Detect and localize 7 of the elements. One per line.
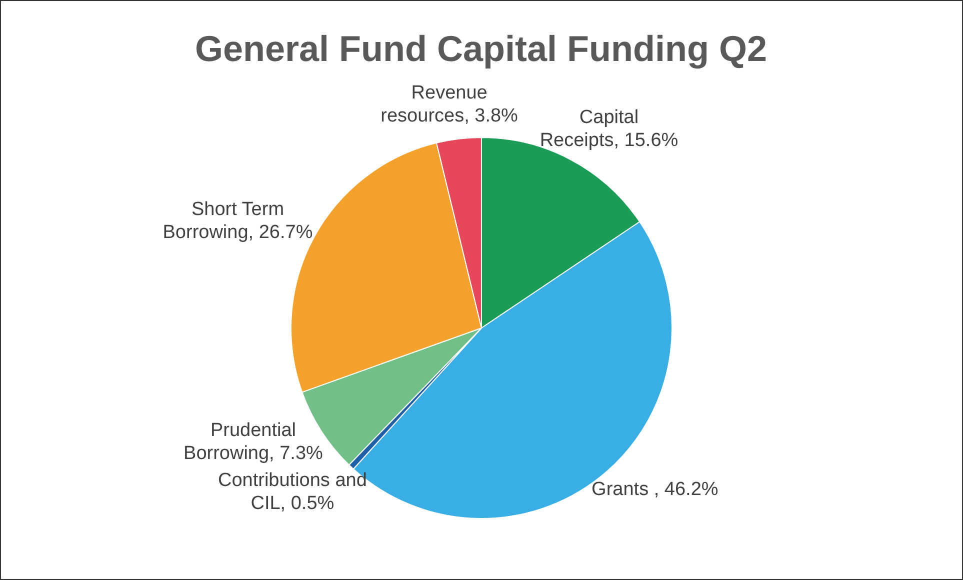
slice-label: Short Term Borrowing, 26.7% bbox=[162, 199, 313, 244]
slice-label: Revenue resources, 3.8% bbox=[380, 82, 518, 126]
slice-label: Prudential Borrowing, 7.3% bbox=[184, 420, 324, 464]
slice-label: Contributions and CIL, 0.5% bbox=[218, 470, 367, 514]
chart-title: General Fund Capital Funding Q2 bbox=[194, 28, 768, 69]
slice-label: Capital Receipts, 15.6% bbox=[540, 107, 678, 152]
slice-label: Grants , 46.2% bbox=[592, 478, 718, 500]
